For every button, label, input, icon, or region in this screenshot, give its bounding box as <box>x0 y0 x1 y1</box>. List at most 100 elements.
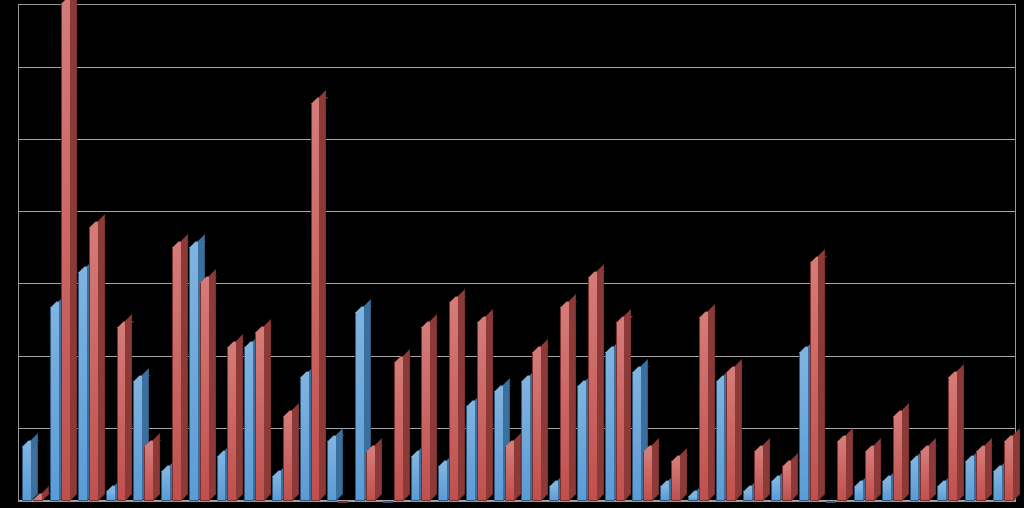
chart-bar-group <box>411 5 432 501</box>
chart-bar-group <box>189 5 210 501</box>
chart-bar-group <box>882 5 903 501</box>
chart-bar-group <box>161 5 182 501</box>
chart-bar-series_b <box>671 461 681 501</box>
chart-bar-series_b <box>810 262 820 501</box>
chart-bar-group <box>50 5 71 501</box>
chart-plot-area <box>18 4 1016 502</box>
chart-bar-group <box>438 5 459 501</box>
chart-bar-series_a <box>882 481 892 501</box>
chart-bar-series_a <box>993 471 1003 501</box>
chart-bar-series_a <box>466 406 476 501</box>
chart-bar-group <box>300 5 321 501</box>
chart-bar-group <box>217 5 238 501</box>
chart-bar-series_b <box>200 282 210 501</box>
chart-bar-group <box>466 5 487 501</box>
chart-bar-series_b <box>643 451 653 501</box>
chart-bar-series_a <box>632 372 642 501</box>
chart-bar-series_a <box>133 381 143 501</box>
chart-bar-group <box>743 5 764 501</box>
chart-bar-group <box>854 5 875 501</box>
chart-bar-series_b <box>505 446 515 501</box>
chart-bar-series_b <box>33 499 43 501</box>
chart-bar-series_b <box>311 103 321 501</box>
chart-bar-group <box>22 5 43 501</box>
chart-bar-group <box>327 5 348 501</box>
chart-bar-series_a <box>605 352 615 501</box>
chart-bar-series_a <box>327 441 337 501</box>
chart-bar-group <box>355 5 376 501</box>
chart-bar-series_b <box>532 352 542 501</box>
chart-bar-series_a <box>910 461 920 501</box>
chart-bar-series_b <box>89 227 99 501</box>
chart-bar-group <box>660 5 681 501</box>
chart-bar-series_b <box>477 322 487 501</box>
chart-bar-group <box>549 5 570 501</box>
chart-bar-series_b <box>699 317 709 501</box>
chart-bar-group <box>577 5 598 501</box>
chart-bar-series_a <box>300 377 310 502</box>
chart-bar-series_a <box>494 391 504 501</box>
chart-bar-series_a <box>355 312 365 501</box>
chart-bar-series_a <box>854 486 864 501</box>
chart-bar-series_b <box>588 277 598 501</box>
chart-bar-group <box>799 5 820 501</box>
chart-bar-series_b <box>283 416 293 501</box>
chart-bars-layer <box>19 5 1015 501</box>
chart-bar-series_b <box>865 451 875 501</box>
chart-bar-series_b <box>394 362 404 501</box>
chart-bar-series_a <box>771 481 781 501</box>
chart-bar-series_b <box>782 466 792 501</box>
chart-bar-group <box>383 5 404 501</box>
chart-bar-series_a <box>937 486 947 501</box>
chart-bar-group <box>910 5 931 501</box>
chart-bar-series_a <box>217 456 227 501</box>
chart-bar-series_b <box>920 451 930 501</box>
chart-bar-series_b <box>726 372 736 501</box>
chart-bar-series_b <box>837 441 847 501</box>
chart-bar-group <box>826 5 847 501</box>
chart-bar-series_a <box>799 352 809 501</box>
chart-bar-series_b <box>255 332 265 501</box>
chart-bar-group <box>494 5 515 501</box>
chart-bar-series_a <box>411 456 421 501</box>
chart-bar-series_a <box>50 307 60 501</box>
chart-bar-series_a <box>743 491 753 501</box>
chart-bar-series_b <box>421 327 431 501</box>
chart-bar-series_a <box>521 381 531 501</box>
chart-bar-group <box>605 5 626 501</box>
chart-bar-series_b <box>172 247 182 501</box>
chart-bar-group <box>272 5 293 501</box>
chart-bar-series_b <box>560 307 570 501</box>
chart-bar-series_a <box>244 347 254 501</box>
chart-bar-series_b <box>61 3 71 501</box>
chart-bar-series_b <box>227 347 237 501</box>
chart-bar-series_a <box>272 476 282 501</box>
chart-bar-series_a <box>161 471 171 501</box>
chart-bar-series_b <box>893 416 903 501</box>
chart-bar-group <box>244 5 265 501</box>
chart-bar-series_a <box>688 496 698 501</box>
chart-bar-group <box>632 5 653 501</box>
chart-bar-series_a <box>549 486 559 501</box>
chart-bar-series_a <box>438 466 448 501</box>
chart-bar-group <box>965 5 986 501</box>
chart-bar-series_a <box>716 381 726 501</box>
chart-bar-series_b <box>976 451 986 501</box>
chart-bar-series_b <box>117 327 127 501</box>
chart-bar-series_a <box>965 461 975 501</box>
chart-bar-series_b <box>449 302 459 501</box>
chart-bar-series_b <box>144 446 154 501</box>
chart-bar-series_a <box>106 491 116 501</box>
chart-bar-group <box>133 5 154 501</box>
chart-bar-group <box>521 5 542 501</box>
chart-bar-group <box>78 5 99 501</box>
chart-bar-series_b <box>616 322 626 501</box>
chart-bar-series_a <box>189 247 199 501</box>
chart-bar-group <box>937 5 958 501</box>
chart-bar-series_b <box>754 451 764 501</box>
chart-bar-series_a <box>660 486 670 501</box>
chart-bar-series_b <box>366 451 376 501</box>
chart-bar-group <box>688 5 709 501</box>
chart-bar-series_b <box>1004 441 1014 501</box>
chart-bar-group <box>106 5 127 501</box>
